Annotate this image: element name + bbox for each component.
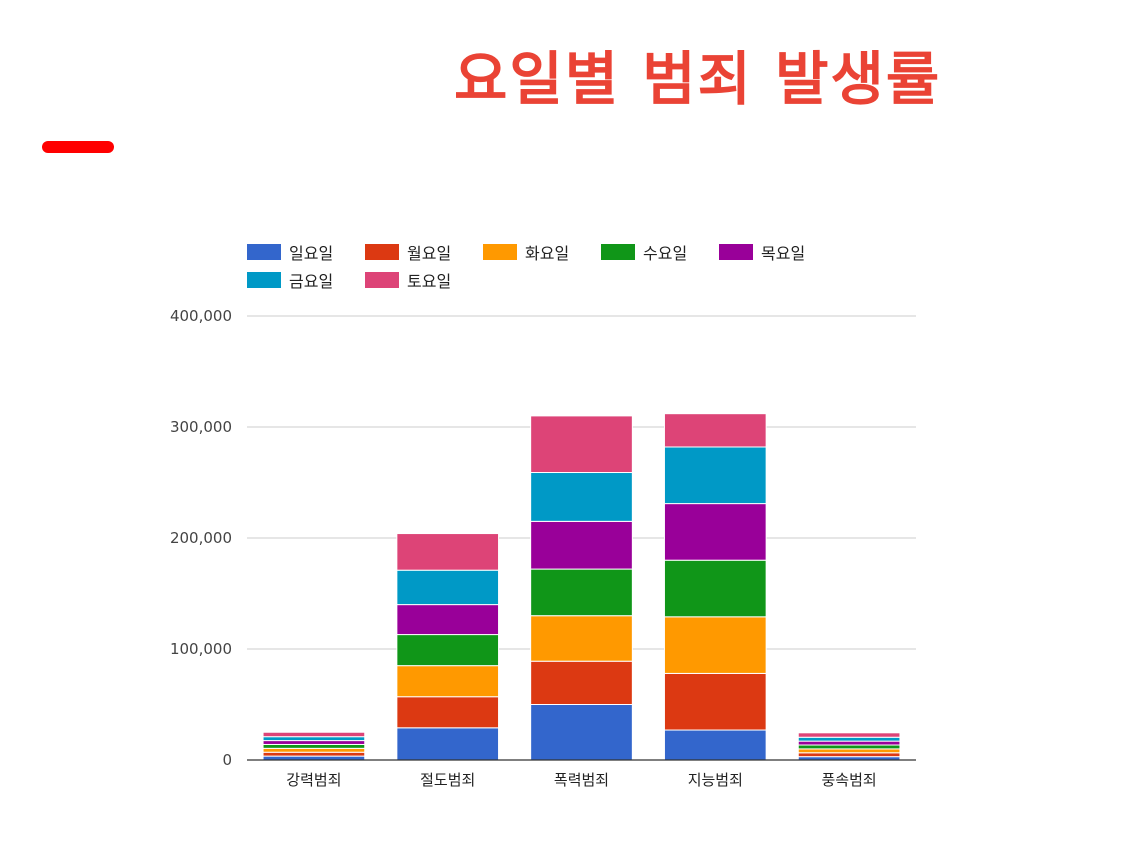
legend-item: 수요일 (601, 238, 719, 266)
bar-segment (262, 731, 366, 738)
bar-segment (797, 732, 901, 738)
legend-swatch (365, 272, 399, 288)
bar-segment (663, 413, 767, 448)
bar-segment (396, 665, 500, 698)
bar-segment (663, 559, 767, 618)
legend-swatch (483, 244, 517, 260)
bar-segment (396, 696, 500, 729)
legend-label: 목요일 (761, 244, 806, 263)
bar-segment (530, 704, 633, 761)
x-category-label: 지능범죄 (688, 771, 743, 789)
x-category-label: 강력범죄 (286, 771, 341, 789)
legend-item: 월요일 (365, 238, 483, 266)
bar-segment (262, 751, 366, 757)
bar-segment (797, 748, 901, 754)
legend-label: 화요일 (525, 244, 570, 263)
legend-label: 금요일 (289, 272, 334, 291)
y-tick-label: 300,000 (170, 418, 232, 436)
bar-segment (530, 568, 633, 617)
bar-segment (663, 446, 767, 505)
legend-label: 수요일 (643, 244, 688, 263)
bar-segment (663, 672, 767, 731)
legend-label: 토요일 (407, 272, 452, 291)
bar-segment (262, 736, 366, 742)
bar-segment (797, 736, 901, 742)
y-tick-label: 400,000 (170, 307, 232, 325)
x-category-label: 폭력범죄 (554, 771, 609, 789)
bar-segment (797, 752, 901, 758)
bar-segment (797, 744, 901, 750)
bar-segment (262, 747, 366, 753)
bar-segment (396, 727, 500, 761)
legend-swatch (247, 244, 281, 260)
bar-segment (663, 503, 767, 561)
bar-segment (663, 616, 767, 674)
legend-item: 금요일 (247, 266, 365, 294)
y-tick-label: 200,000 (170, 529, 232, 547)
legend-swatch (247, 272, 281, 288)
legend-label: 일요일 (289, 244, 334, 263)
legend-swatch (365, 244, 399, 260)
bar-segment (530, 415, 633, 474)
accent-bar (42, 141, 114, 153)
legend-swatch (601, 244, 635, 260)
legend-item: 화요일 (483, 238, 601, 266)
legend-item: 목요일 (719, 238, 837, 266)
y-tick-label: 0 (222, 751, 232, 769)
bar-segment (396, 569, 500, 606)
bar-segment (396, 604, 500, 636)
bar-segment (396, 634, 500, 667)
bar-segment (530, 520, 633, 570)
bar-segment (797, 740, 901, 746)
legend-item: 토요일 (365, 266, 483, 294)
x-category-label: 풍속범죄 (821, 771, 876, 789)
bar-segment (530, 660, 633, 706)
y-tick-label: 100,000 (170, 640, 232, 658)
bar-segment (530, 472, 633, 522)
bar-segment (663, 729, 767, 761)
bar-segment (262, 740, 366, 745)
legend-swatch (719, 244, 753, 260)
bar-segment (262, 743, 366, 749)
legend-label: 월요일 (407, 244, 452, 263)
bar-segment (530, 615, 633, 662)
legend-item: 일요일 (247, 238, 365, 266)
bar-segment (396, 533, 500, 571)
slide-title: 요일별 범죄 발생률 (454, 45, 942, 113)
x-category-label: 절도범죄 (420, 771, 475, 789)
